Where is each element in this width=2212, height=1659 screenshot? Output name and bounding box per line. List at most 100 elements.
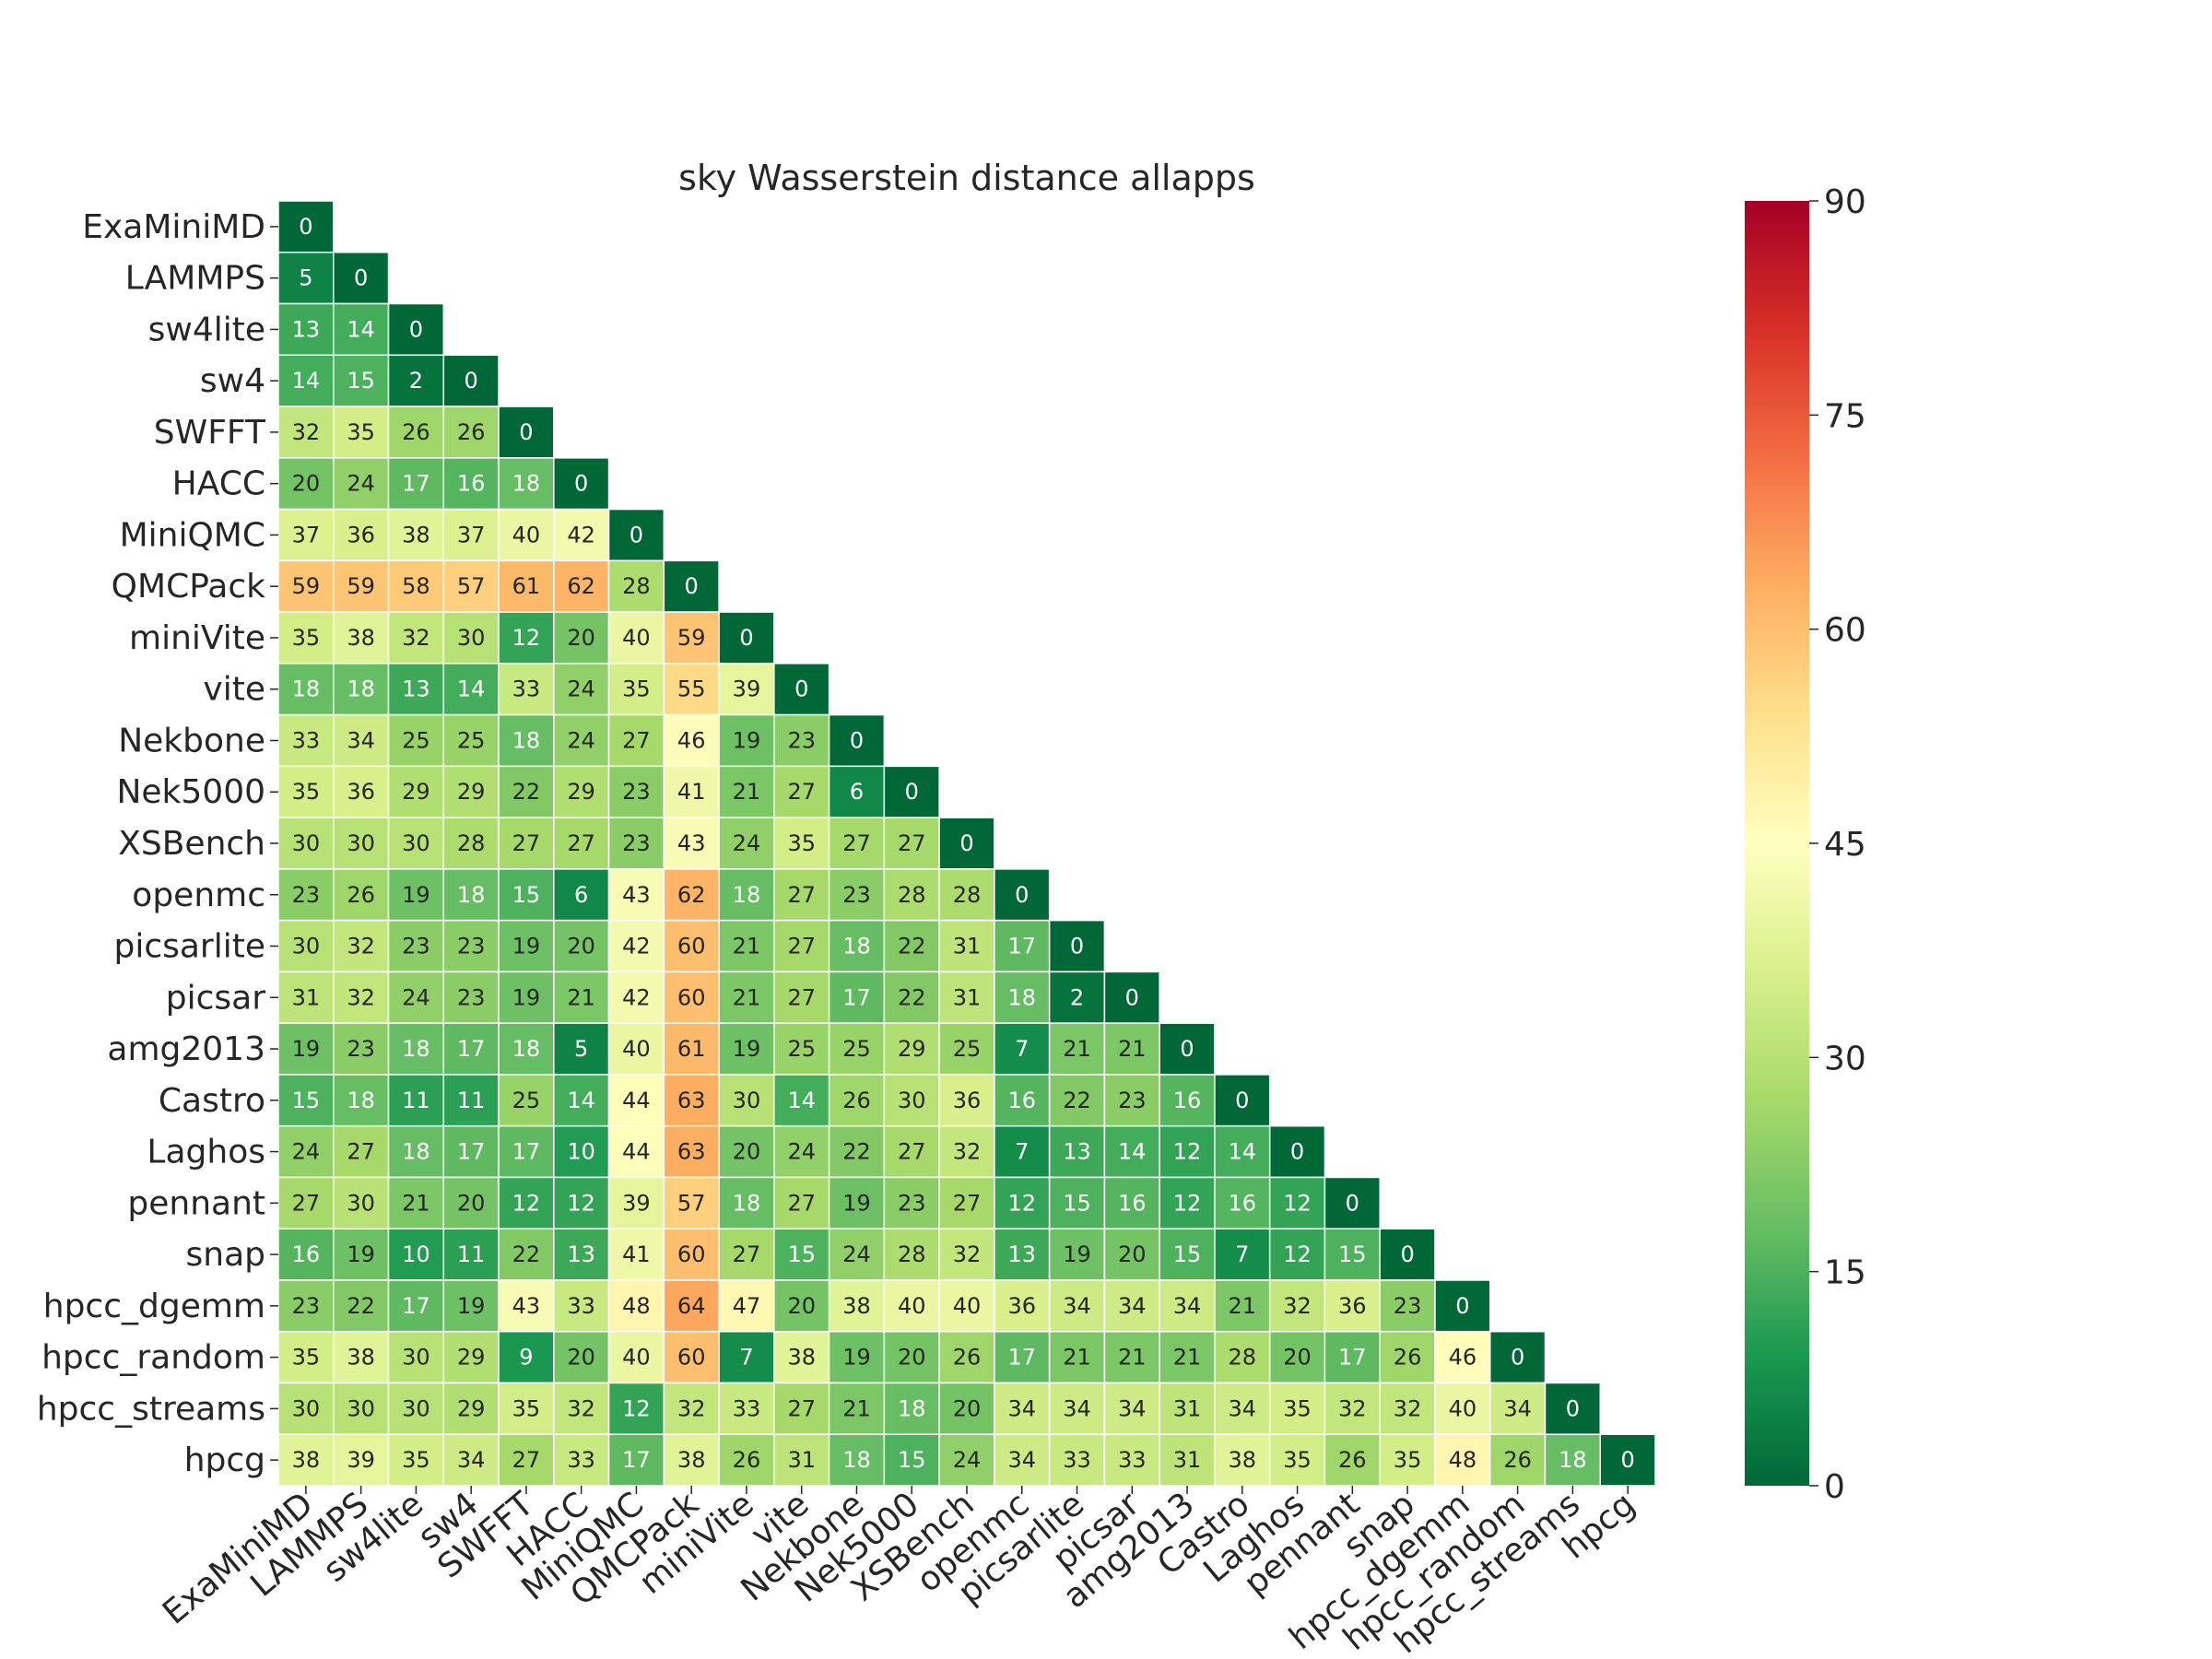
- cell-value-label: 35: [292, 1345, 321, 1371]
- cell-value-label: 64: [677, 1293, 706, 1319]
- cell-value-label: 12: [512, 1190, 541, 1216]
- heatmap-cell: [663, 1382, 720, 1435]
- cell-value-label: 0: [685, 573, 699, 599]
- y-tick-label: amg2013: [107, 1030, 265, 1068]
- cell-value-label: 27: [567, 830, 595, 856]
- cell-value-label: 31: [292, 984, 321, 1010]
- cell-value-label: 26: [1338, 1447, 1367, 1473]
- heatmap-cell: [387, 1330, 445, 1384]
- heatmap-cell: [498, 1433, 555, 1487]
- y-tick-label: ExaMiniMD: [82, 208, 265, 246]
- cell-value-label: 23: [1118, 1088, 1147, 1113]
- cell-value-label: 34: [1007, 1395, 1036, 1421]
- cell-value-label: 23: [292, 882, 321, 908]
- cell-value-label: 57: [677, 1190, 706, 1216]
- y-tick-label: openmc: [132, 877, 265, 914]
- heatmap-cell: [883, 971, 940, 1024]
- heatmap-cell: [994, 868, 1051, 922]
- cell-value-label: 15: [512, 882, 541, 908]
- heatmap-cell: [387, 302, 445, 357]
- heatmap-cell: [387, 817, 445, 870]
- cell-value-label: 19: [512, 934, 541, 959]
- cell-value-label: 20: [898, 1345, 926, 1371]
- cell-value-label: 0: [1015, 882, 1029, 908]
- cell-value-label: 16: [1007, 1088, 1036, 1113]
- cell-value-label: 27: [953, 1190, 982, 1216]
- cell-value-label: 7: [1015, 1036, 1029, 1062]
- cell-value-label: 35: [787, 830, 816, 856]
- cell-value-label: 5: [299, 265, 312, 291]
- cell-value-label: 14: [787, 1088, 816, 1113]
- cell-value-label: 26: [402, 419, 430, 445]
- heatmap-cell: [333, 1074, 390, 1127]
- heatmap-cell: [333, 765, 390, 818]
- cell-value-label: 12: [1283, 1241, 1312, 1267]
- cell-value-label: 32: [347, 934, 375, 959]
- cell-value-label: 40: [512, 522, 541, 547]
- cell-value-label: 39: [733, 677, 761, 702]
- cell-value-label: 18: [457, 882, 486, 908]
- cell-value-label: 59: [677, 625, 706, 651]
- cell-value-label: 16: [1173, 1088, 1202, 1113]
- heatmap-cell: [938, 919, 995, 973]
- colorbar-tick-label: 0: [1824, 1468, 1845, 1506]
- heatmap-cell: [607, 1124, 665, 1179]
- heatmap-cell: [1048, 1074, 1106, 1127]
- heatmap-cell: [773, 1124, 830, 1179]
- cell-value-label: 27: [292, 1190, 321, 1216]
- heatmap-cell: [828, 1022, 886, 1076]
- heatmap-cell: [277, 252, 335, 305]
- heatmap-cell: [663, 1330, 720, 1384]
- cell-value-label: 60: [677, 1241, 706, 1267]
- cell-value-label: 26: [1503, 1447, 1532, 1473]
- cell-value-label: 0: [409, 316, 423, 342]
- cell-value-label: 27: [512, 1447, 541, 1473]
- cell-value-label: 18: [733, 1190, 761, 1216]
- cell-value-label: 38: [347, 1345, 375, 1371]
- cell-value-label: 29: [457, 1395, 486, 1421]
- heatmap-cell: [1048, 1279, 1106, 1333]
- heatmap-cell: [498, 457, 555, 511]
- cell-value-label: 38: [347, 625, 375, 651]
- cell-value-label: 23: [842, 882, 871, 908]
- cell-value-label: 21: [1063, 1345, 1091, 1371]
- heatmap-cell: [718, 713, 775, 768]
- cell-value-label: 24: [733, 830, 761, 856]
- cell-value-label: 15: [347, 368, 375, 394]
- cell-value-label: 31: [953, 984, 982, 1010]
- cell-value-label: 27: [347, 1139, 375, 1165]
- cell-value-label: 33: [1063, 1447, 1091, 1473]
- cell-value-label: 40: [1449, 1395, 1477, 1421]
- heatmap-cell: [607, 817, 665, 870]
- cell-value-label: 30: [402, 1395, 430, 1421]
- colorbar-tick-label: 60: [1824, 612, 1866, 650]
- heatmap-cell: [1103, 1124, 1160, 1179]
- cell-value-label: 29: [567, 779, 595, 805]
- cell-value-label: 31: [1173, 1395, 1202, 1421]
- cell-value-label: 33: [567, 1447, 595, 1473]
- heatmap-cell: [553, 663, 610, 716]
- cell-value-label: 17: [402, 471, 430, 497]
- cell-value-label: 17: [512, 1139, 541, 1165]
- cell-value-label: 40: [622, 1345, 651, 1371]
- cell-value-label: 31: [787, 1447, 816, 1473]
- cell-value-label: 26: [733, 1447, 761, 1473]
- cell-value-label: 34: [1063, 1395, 1091, 1421]
- heatmap-cell: [718, 611, 775, 665]
- heatmap-cell: [442, 1228, 500, 1281]
- heatmap-cell: [773, 1433, 830, 1487]
- colorbar-gradient: [1745, 201, 1809, 1486]
- heatmap-cell: [994, 1022, 1051, 1076]
- y-tick-label: Castro: [159, 1082, 265, 1120]
- cell-value-label: 14: [1229, 1139, 1257, 1165]
- heatmap-cell: [607, 1074, 665, 1127]
- heatmap-cell: [553, 1022, 610, 1076]
- cell-value-label: 23: [622, 830, 651, 856]
- cell-value-label: 15: [1063, 1190, 1091, 1216]
- cell-value-label: 19: [733, 1036, 761, 1062]
- cell-value-label: 62: [567, 573, 595, 599]
- cell-value-label: 12: [512, 625, 541, 651]
- heatmap-cell: [387, 1074, 445, 1127]
- cell-value-label: 59: [292, 573, 321, 599]
- heatmap-cell: [1324, 1228, 1381, 1281]
